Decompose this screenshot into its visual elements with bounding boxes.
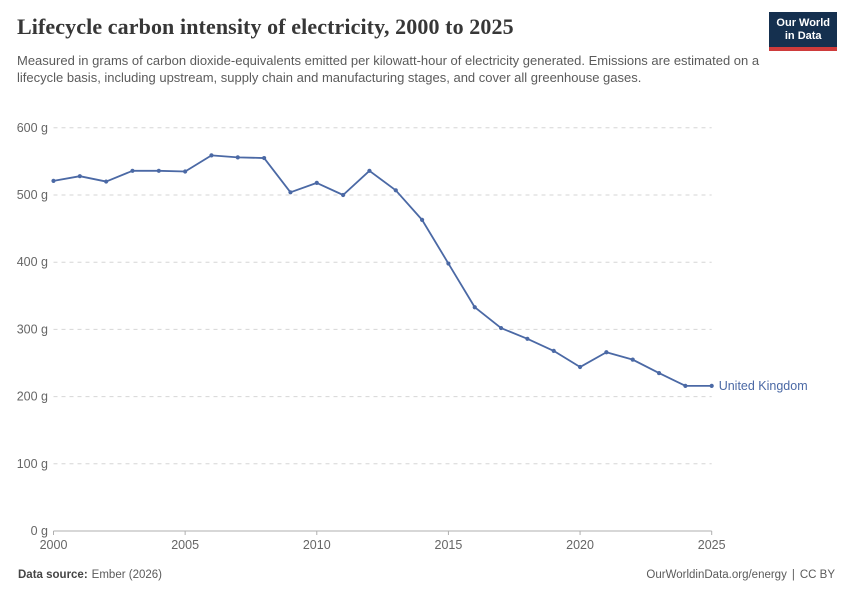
data-point-marker[interactable] (393, 188, 398, 193)
y-tick-label: 0 g (31, 524, 48, 538)
data-point-marker[interactable] (367, 168, 372, 173)
footer-divider: | (791, 569, 795, 581)
data-source-label: Data source: (18, 569, 88, 581)
owid-url-link[interactable]: OurWorldinData.org/energy (646, 569, 787, 581)
data-point-marker[interactable] (656, 370, 662, 376)
owid-logo-line2: in Data (784, 30, 822, 42)
owid-logo[interactable]: Our World in Data (769, 12, 837, 51)
y-tick-label: 500 g (17, 188, 48, 202)
chart-subtitle: Measured in grams of carbon dioxide-equi… (17, 53, 760, 85)
data-point-marker[interactable] (551, 348, 556, 354)
data-point-marker[interactable] (183, 169, 188, 174)
x-tick-label: 2010 (303, 538, 331, 552)
chart-footer: Data source: Ember (2026) OurWorldinData.… (18, 569, 835, 581)
footer-links: OurWorldinData.org/energy | CC BY (646, 569, 835, 581)
data-point-marker[interactable] (209, 153, 214, 158)
x-tick-label: 2025 (698, 538, 726, 552)
owid-logo-line1: Our World (776, 17, 830, 29)
entity-label[interactable]: United Kingdom (719, 379, 808, 393)
data-point-marker[interactable] (498, 325, 504, 331)
y-tick-label: 400 g (17, 255, 48, 269)
data-point-marker[interactable] (235, 155, 240, 160)
y-tick-label: 100 g (17, 457, 48, 471)
data-source-value: Ember (2026) (91, 569, 162, 581)
data-point-marker[interactable] (156, 168, 161, 173)
series-line (52, 154, 713, 387)
x-tick-label: 2015 (435, 538, 463, 552)
data-point-marker[interactable] (288, 190, 293, 195)
data-point-marker[interactable] (104, 179, 109, 184)
y-tick-label: 200 g (17, 390, 48, 404)
data-point-marker[interactable] (419, 217, 425, 222)
x-tick-label: 2005 (171, 538, 199, 552)
data-source: Data source: Ember (2026) (18, 569, 162, 581)
y-tick-label: 600 g (17, 121, 48, 135)
data-point-marker[interactable] (51, 178, 56, 183)
data-point-marker[interactable] (262, 155, 267, 161)
data-point-marker[interactable] (472, 305, 477, 310)
x-tick-label: 2020 (566, 538, 594, 552)
license-link[interactable]: CC BY (799, 569, 835, 581)
data-point-marker[interactable] (683, 383, 688, 388)
data-point-marker[interactable] (604, 350, 609, 355)
data-point-marker[interactable] (709, 383, 714, 388)
data-point-marker[interactable] (577, 364, 583, 370)
data-point-marker[interactable] (77, 174, 82, 179)
chart-title: Lifecycle carbon intensity of electricit… (17, 14, 514, 39)
data-point-marker[interactable] (630, 357, 635, 362)
y-tick-label: 300 g (17, 322, 48, 336)
data-point-marker[interactable] (341, 192, 346, 198)
x-tick-label: 2000 (40, 538, 68, 552)
data-point-marker[interactable] (130, 168, 135, 173)
data-point-marker[interactable] (525, 336, 530, 341)
data-point-marker[interactable] (314, 180, 319, 186)
data-point-marker[interactable] (446, 261, 451, 266)
